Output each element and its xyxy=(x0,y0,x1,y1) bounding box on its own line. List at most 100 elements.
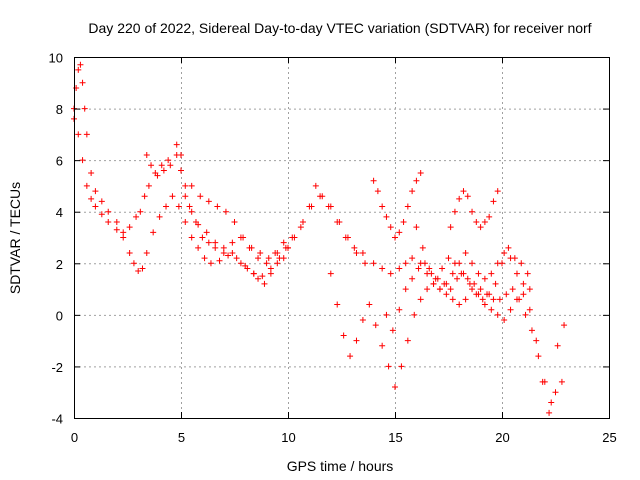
data-point xyxy=(257,249,264,256)
data-point xyxy=(526,286,533,293)
data-point xyxy=(182,193,189,200)
data-point xyxy=(214,203,221,210)
data-point xyxy=(250,270,257,277)
data-point xyxy=(413,177,420,184)
data-point xyxy=(255,275,262,282)
data-point xyxy=(143,249,150,256)
data-point xyxy=(481,275,488,282)
data-point xyxy=(402,260,409,267)
data-point xyxy=(231,219,238,226)
data-point xyxy=(454,275,461,282)
axis-ticks xyxy=(74,57,610,419)
data-point xyxy=(561,322,568,329)
x-axis-label: GPS time / hours xyxy=(287,458,394,474)
data-point xyxy=(282,244,289,251)
data-point xyxy=(274,260,281,267)
data-point xyxy=(186,203,193,210)
data-point xyxy=(477,224,484,231)
data-point xyxy=(383,213,390,220)
data-point xyxy=(362,260,369,267)
data-point xyxy=(396,265,403,272)
data-point xyxy=(409,188,416,195)
series-track-8 xyxy=(447,188,501,231)
y-tick-label: -4 xyxy=(51,412,63,427)
data-point xyxy=(443,291,450,298)
data-point xyxy=(347,353,354,360)
data-point xyxy=(163,203,170,210)
data-point xyxy=(216,257,223,264)
data-point xyxy=(392,234,398,241)
grid-lines xyxy=(74,57,609,418)
data-point xyxy=(501,249,508,256)
data-point xyxy=(379,203,386,210)
series-track-4 xyxy=(188,182,366,262)
data-point xyxy=(464,193,471,200)
data-point xyxy=(528,327,535,334)
data-point xyxy=(558,378,565,385)
data-point xyxy=(222,208,229,215)
data-point xyxy=(233,255,240,262)
data-point xyxy=(477,286,484,293)
data-point xyxy=(447,224,454,231)
data-point xyxy=(353,249,360,256)
y-axis-label: SDTVAR / TECUs xyxy=(7,182,23,294)
data-point xyxy=(342,234,349,241)
data-point xyxy=(370,177,377,184)
data-points-layer xyxy=(71,61,568,416)
data-point xyxy=(511,255,518,262)
data-point xyxy=(372,322,379,329)
data-point xyxy=(83,182,90,189)
data-point xyxy=(182,182,189,189)
data-point xyxy=(359,317,366,324)
data-point xyxy=(447,286,454,293)
data-point xyxy=(167,162,174,169)
data-point xyxy=(225,252,232,259)
data-point xyxy=(143,151,150,158)
data-point xyxy=(178,167,184,174)
data-point xyxy=(439,265,446,272)
data-point xyxy=(83,131,90,138)
data-point xyxy=(496,296,503,303)
data-point xyxy=(75,66,82,73)
series-track-2 xyxy=(71,115,291,280)
data-point xyxy=(398,363,405,370)
data-point xyxy=(494,188,501,195)
data-point xyxy=(499,260,505,267)
data-point xyxy=(490,198,497,205)
data-point xyxy=(351,244,358,251)
data-point xyxy=(173,141,180,148)
data-point xyxy=(139,265,146,272)
data-point xyxy=(486,213,493,220)
data-point xyxy=(182,219,189,226)
data-point xyxy=(261,280,268,287)
data-point xyxy=(212,244,219,251)
data-point xyxy=(415,265,422,272)
y-tick-label: 10 xyxy=(49,51,63,66)
data-point xyxy=(501,317,508,324)
data-point xyxy=(374,188,381,195)
data-point xyxy=(400,219,407,226)
data-point xyxy=(135,268,142,275)
data-point xyxy=(462,296,469,303)
data-point xyxy=(494,311,501,318)
data-point xyxy=(404,203,411,210)
data-point xyxy=(387,224,394,231)
data-point xyxy=(201,255,208,262)
data-point xyxy=(150,229,157,236)
data-point xyxy=(325,203,332,210)
x-tick-labels: 0 5 10 15 20 25 xyxy=(71,430,617,445)
series-track-10 xyxy=(383,244,531,334)
data-point xyxy=(503,291,510,298)
data-point xyxy=(334,219,341,226)
data-point xyxy=(220,244,227,251)
series-track-3 xyxy=(143,141,416,277)
data-point xyxy=(411,311,418,318)
data-point xyxy=(169,193,176,200)
x-tick-label: 0 xyxy=(71,430,78,445)
data-point xyxy=(197,193,204,200)
data-point xyxy=(255,255,262,262)
plot-frame xyxy=(74,57,610,419)
data-point xyxy=(188,234,195,241)
data-point xyxy=(308,203,315,210)
data-point xyxy=(212,239,219,246)
